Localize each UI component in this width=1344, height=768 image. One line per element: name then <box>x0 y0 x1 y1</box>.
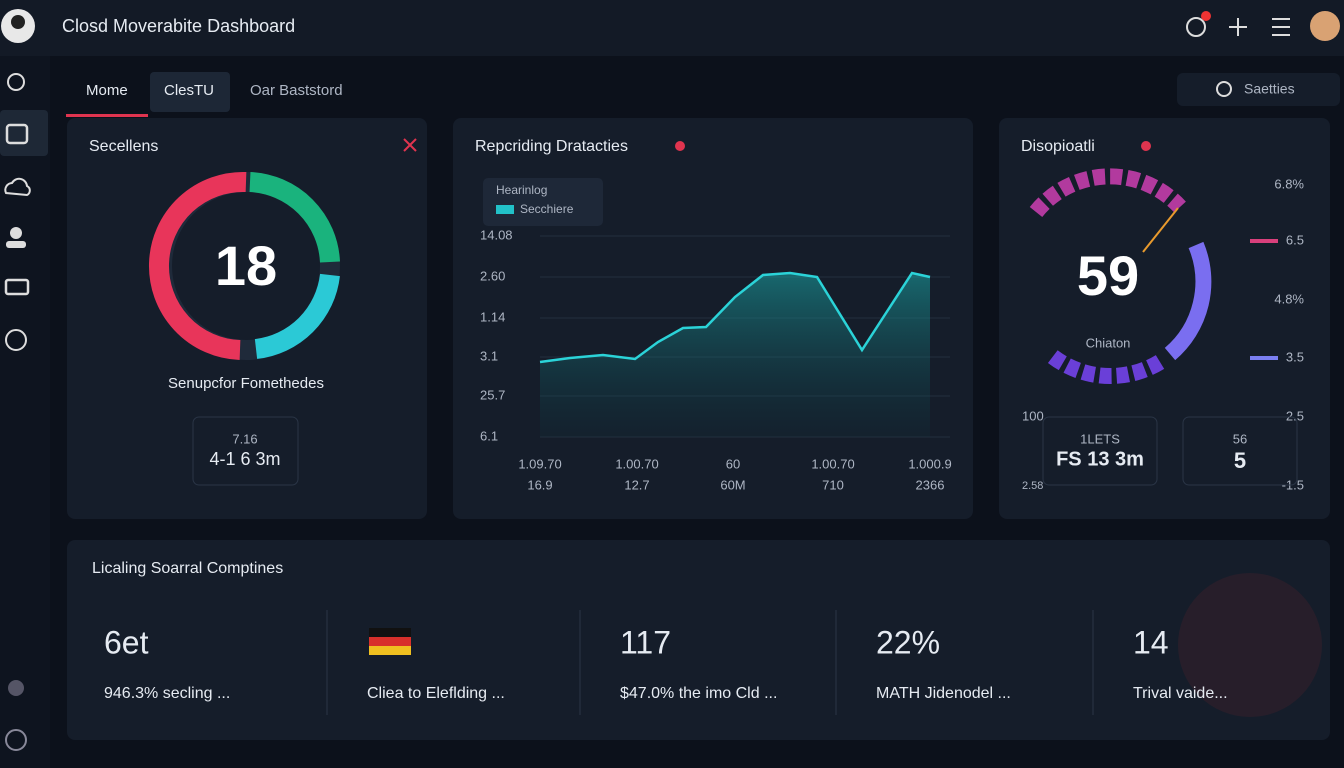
gauge-needle <box>1142 207 1179 253</box>
y-label: 25.7 <box>480 387 505 402</box>
side-label: 2.5 <box>1286 408 1304 423</box>
cloud-nav[interactable] <box>4 177 31 197</box>
x-label: 16.9 <box>527 477 552 492</box>
area-fill <box>540 273 930 437</box>
power-nav[interactable] <box>5 329 27 351</box>
stat-value: 5 <box>1234 448 1246 473</box>
x-label: 1.09.70 <box>518 456 561 471</box>
stat-box <box>1042 416 1158 486</box>
summary-text: $47.0% the imo Cld ... <box>620 685 777 702</box>
y-label: 3.1 <box>480 348 498 363</box>
tab[interactable]: Oar Baststord <box>250 82 343 99</box>
y-label: 6.1 <box>480 428 498 443</box>
panel-title: Disopioatli <box>1021 138 1095 155</box>
legend-title: Hearinlog <box>496 183 547 197</box>
stat-line: 1LETS <box>1080 431 1120 446</box>
flag-stripe <box>369 637 411 646</box>
x-label: 1.000.9 <box>908 456 951 471</box>
grid-nav[interactable] <box>5 123 29 145</box>
legend-item: Secchiere <box>520 202 574 216</box>
status-dot <box>675 141 685 151</box>
search-box[interactable] <box>1177 73 1340 106</box>
close-icon[interactable] <box>403 138 417 152</box>
y-label: 2.60 <box>480 268 505 283</box>
trend-line <box>539 271 931 364</box>
status-dot <box>1141 141 1151 151</box>
stat-value: 4-1 6 3m <box>209 449 280 469</box>
flag-stripe <box>369 646 411 655</box>
logo-head <box>11 15 25 29</box>
help-nav[interactable] <box>5 729 27 751</box>
x-label: 60M <box>720 477 745 492</box>
notification-dot <box>1201 11 1211 21</box>
panel <box>999 118 1330 519</box>
top-bar <box>0 0 1344 56</box>
stat-box <box>1182 416 1298 486</box>
sidebar-active <box>0 110 48 156</box>
side-label: 4.8% <box>1274 291 1304 306</box>
summary-value: 6et <box>104 624 149 660</box>
decor-circle <box>1178 573 1322 717</box>
panel-title: Repcriding Dratacties <box>475 138 628 155</box>
y-label: 1.14 <box>480 309 505 324</box>
caption: Senupcfor Fomethedes <box>168 375 324 392</box>
y-label: 14.08 <box>480 227 513 242</box>
tab-active-bg <box>150 72 230 112</box>
x-label: 60 <box>726 456 740 471</box>
side-label: 3.5 <box>1286 349 1304 364</box>
donut-segment <box>254 273 340 359</box>
legend-swatch <box>496 205 514 214</box>
stat-line: 56 <box>1233 431 1247 446</box>
search-placeholder: Saetties <box>1244 81 1295 97</box>
tab[interactable]: Mome <box>86 82 128 99</box>
stat-box <box>192 416 299 486</box>
sidebar <box>0 56 50 768</box>
summary-panel <box>67 540 1330 740</box>
side-label: 2.58 <box>1022 480 1043 492</box>
side-label: 100 <box>1022 408 1044 423</box>
app-title: Closd Moverabite Dashboard <box>62 16 295 36</box>
user-nav-body <box>6 241 26 248</box>
side-label: 6.5 <box>1286 232 1304 247</box>
x-label: 710 <box>822 477 844 492</box>
stat-value: FS 13 3m <box>1056 448 1144 470</box>
panel <box>67 118 427 519</box>
summary-value: 117 <box>620 624 671 660</box>
gauge-arc <box>1164 241 1212 361</box>
panel-title: Secellens <box>89 138 158 155</box>
gauge-arc <box>1047 349 1165 385</box>
side-label: 6.8% <box>1274 176 1304 191</box>
user-avatar[interactable] <box>1310 11 1340 41</box>
notification-icon[interactable] <box>1186 17 1206 37</box>
x-label: 12.7 <box>624 477 649 492</box>
user-nav[interactable] <box>10 227 22 239</box>
summary-value: 22% <box>876 624 940 660</box>
gauge-arc <box>1029 168 1186 218</box>
tab-underline <box>66 114 148 117</box>
tab[interactable]: ClesTU <box>164 82 214 99</box>
summary-text: Trival vaide... <box>1133 685 1228 702</box>
stat-line: 7.16 <box>232 431 257 446</box>
donut-segment <box>249 172 340 263</box>
menu-icon[interactable] <box>1272 18 1290 36</box>
monitor-nav[interactable] <box>4 278 30 296</box>
flag-stripe <box>369 628 411 637</box>
x-label: 2366 <box>916 477 945 492</box>
search-icon <box>1216 81 1232 97</box>
x-label: 1.00.70 <box>615 456 658 471</box>
summary-text: 946.3% secling ... <box>104 685 230 702</box>
center-value: 59 <box>1077 244 1139 307</box>
summary-value: 14 <box>1133 624 1169 660</box>
search-nav[interactable] <box>7 73 25 91</box>
summary-text: MATH Jidenodel ... <box>876 685 1011 702</box>
summary-title: Licaling Soarral Comptines <box>92 560 283 577</box>
donut-segment <box>148 171 247 360</box>
x-label: 1.00.70 <box>811 456 854 471</box>
settings-nav[interactable] <box>8 680 24 696</box>
add-icon[interactable] <box>1229 18 1247 36</box>
summary-text: Cliea to Eleflding ... <box>367 685 505 702</box>
caption: Chiaton <box>1086 335 1131 350</box>
center-value: 18 <box>215 234 277 297</box>
